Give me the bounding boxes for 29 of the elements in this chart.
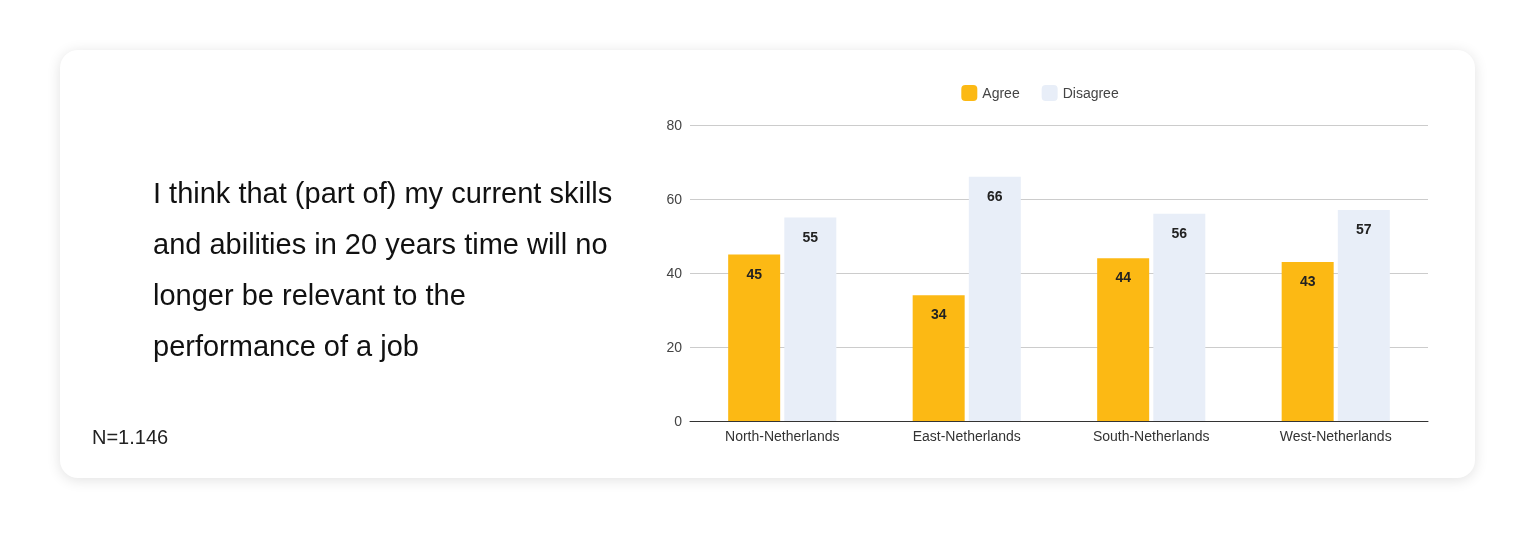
data-label: 56 bbox=[1171, 224, 1188, 241]
y-tick-label: 0 bbox=[674, 413, 683, 429]
y-tick-label: 60 bbox=[666, 191, 683, 207]
bar bbox=[728, 254, 781, 421]
bar bbox=[912, 295, 965, 421]
bar bbox=[1097, 258, 1150, 421]
data-label: 34 bbox=[930, 306, 947, 323]
y-tick-label: 80 bbox=[666, 117, 683, 133]
data-label: 43 bbox=[1299, 272, 1316, 289]
text: I think that (part of) my current skills and abilities in 20 years time will no longer be relevant to the performance of a job bbox=[153, 176, 614, 364]
text: N=1.146 bbox=[92, 426, 169, 449]
legend-label: Disagree bbox=[1062, 85, 1119, 101]
bar bbox=[784, 217, 837, 421]
x-tick-label: South-Netherlands bbox=[1092, 428, 1210, 444]
y-tick-label: 40 bbox=[666, 265, 683, 281]
bar bbox=[968, 176, 1021, 421]
bar bbox=[1337, 210, 1390, 421]
y-tick-label: 20 bbox=[666, 339, 683, 355]
data-label: 57 bbox=[1356, 221, 1372, 238]
data-label: 66 bbox=[987, 187, 1003, 204]
x-tick-label: West-Netherlands bbox=[1279, 428, 1392, 444]
legend-label: Agree bbox=[982, 85, 1020, 101]
data-label: 44 bbox=[1115, 269, 1132, 286]
bar bbox=[1281, 261, 1334, 421]
bar bbox=[1153, 213, 1206, 421]
data-label: 55 bbox=[802, 228, 819, 245]
x-tick-label: East-Netherlands bbox=[912, 428, 1021, 444]
x-tick-label: North-Netherlands bbox=[725, 428, 840, 444]
data-label: 45 bbox=[746, 265, 763, 282]
